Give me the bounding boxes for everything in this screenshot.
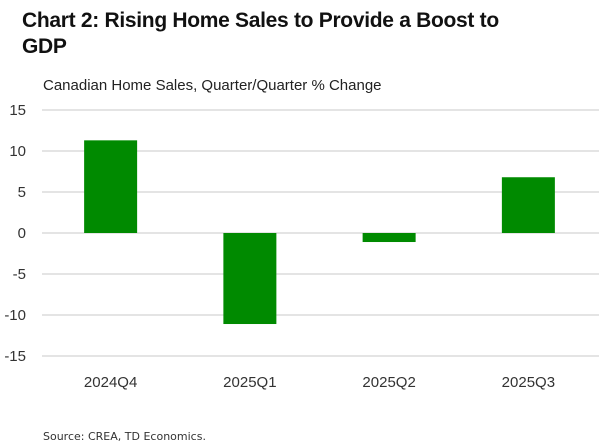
x-tick-label: 2025Q3 (502, 374, 555, 391)
x-axis-ticks: 2024Q4 2025Q1 2025Q2 2025Q3 (84, 374, 555, 391)
y-tick-label: -5 (13, 266, 26, 283)
y-tick-label: 15 (9, 102, 26, 119)
chart-subtitle: Canadian Home Sales, Quarter/Quarter % C… (43, 77, 382, 94)
y-tick-label: 0 (18, 225, 26, 242)
bar-2025Q3 (501, 177, 555, 233)
y-tick-label: 5 (18, 184, 26, 201)
bars (84, 140, 555, 325)
chart-title: Chart 2: Rising Home Sales to Provide a … (22, 9, 499, 58)
source-note: Source: CREA, TD Economics. (43, 430, 206, 443)
x-tick-label: 2025Q1 (223, 374, 276, 391)
y-tick-label: 10 (9, 143, 26, 160)
x-tick-label: 2025Q2 (362, 374, 415, 391)
x-tick-label: 2024Q4 (84, 374, 137, 391)
bar-2024Q4 (84, 140, 138, 233)
y-tick-label: -10 (4, 307, 26, 324)
bar-2025Q2 (362, 233, 416, 243)
y-tick-label: -15 (4, 348, 26, 365)
y-axis-ticks: 15 10 5 0 -5 -10 -15 (4, 102, 26, 365)
bar-2025Q1 (223, 233, 277, 325)
